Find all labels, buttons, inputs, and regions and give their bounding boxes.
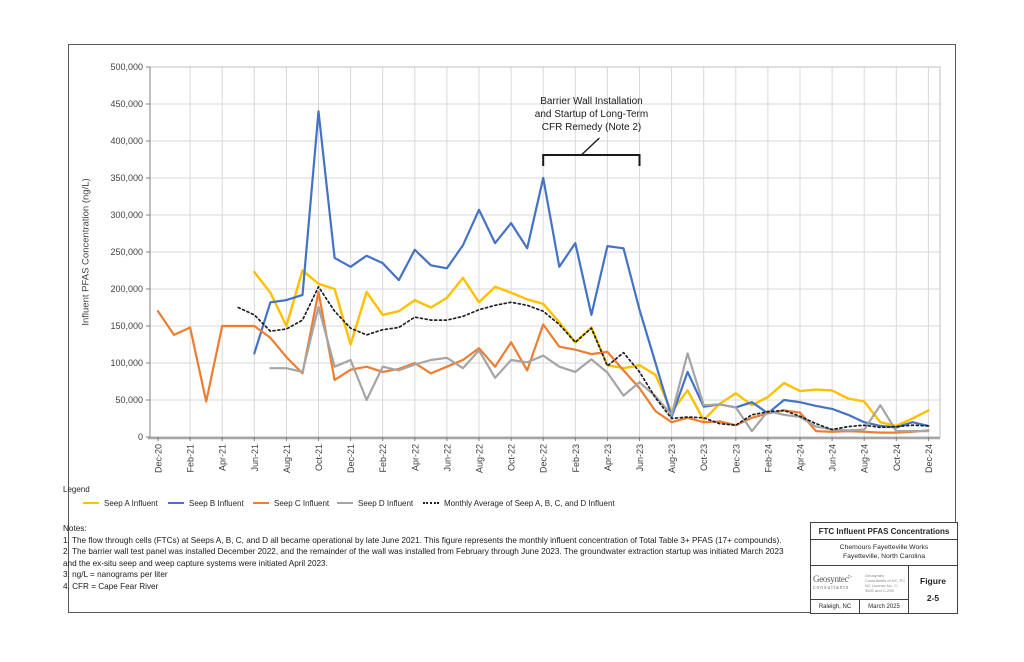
y-tick-label: 0	[138, 432, 143, 442]
note-line: 3. ng/L = nanograms per liter	[63, 570, 168, 579]
x-tick-label: Aug-24	[860, 444, 870, 473]
line-swatch	[337, 502, 353, 504]
x-tick-label: Feb-24	[763, 444, 773, 473]
line-swatch	[253, 502, 269, 504]
notes-title: Notes:	[63, 524, 87, 533]
client-location: Fayetteville, North Carolina	[843, 553, 925, 560]
series-monthly-average-of-seep-a-b-c-and-d-influent	[237, 285, 930, 431]
y-tick-label: 300,000	[110, 210, 143, 220]
annotation-line: Barrier Wall Installation	[540, 96, 643, 107]
legend-item-label: Seep B Influent	[189, 499, 244, 508]
x-tick-label: Jun-23	[635, 444, 645, 472]
legend-item-seep-d-influent: Seep D Influent	[337, 499, 413, 508]
x-tick-label: Aug-23	[667, 444, 677, 473]
legend-item-label: Seep C Influent	[274, 499, 330, 508]
y-tick-label: 100,000	[110, 358, 143, 368]
legend-item-label: Seep D Influent	[358, 499, 414, 508]
series-seep-a-influent	[253, 269, 930, 428]
x-tick-label: Feb-23	[571, 444, 581, 473]
annotation-connector	[580, 137, 600, 156]
license-text: Geosyntec Consultants of NC, PC NC Licen…	[865, 572, 906, 593]
x-tick-label: Oct-24	[892, 444, 902, 471]
legend-item-label: Monthly Average of Seep A, B, C, and D I…	[444, 499, 615, 508]
y-tick-label: 250,000	[110, 247, 143, 257]
pfas-trend-chart: 0 50,000 100,000 150,000 200,000 250,000 300,0…	[110, 62, 941, 473]
y-tick-label: 350,000	[110, 173, 143, 183]
x-tick-label: Apr-21	[218, 444, 228, 471]
annotation-line: CFR Remedy (Note 2)	[541, 122, 642, 133]
series-seep-b-influent	[253, 110, 930, 429]
note-line: and the ex-situ seep and weep capture sy…	[63, 558, 328, 568]
x-tick-label: Aug-22	[475, 444, 485, 473]
annotation-bracket	[542, 154, 641, 166]
y-tick-label: 500,000	[110, 62, 143, 72]
note-line: 1. The flow through cells (FTCs) at Seep…	[63, 535, 782, 545]
series-seep-c-influent	[156, 290, 930, 434]
legend-item-seep-c-influent: Seep C Influent	[253, 499, 329, 508]
notes-lines: 1. The flow through cells (FTCs) at Seep…	[63, 535, 808, 593]
x-tick-label: Oct-23	[699, 444, 709, 471]
x-tick-label: Apr-22	[410, 444, 420, 471]
figure-border	[68, 44, 956, 613]
note-line: 4. CFR = Cape Fear River	[63, 581, 159, 591]
figure-label: Figure	[920, 575, 946, 586]
x-tick-label: Feb-22	[378, 444, 388, 473]
figure-date: March 2025	[868, 603, 900, 610]
title-block-bottom: Geosyntec▷ consultants Geosyntec Consult…	[811, 566, 957, 613]
x-tick-label: Dec-23	[731, 444, 741, 473]
y-tick-label: 200,000	[110, 284, 143, 294]
y-tick-label: 450,000	[110, 99, 143, 109]
legend-item-seep-b-influent: Seep B Influent	[168, 499, 244, 508]
geosyntec-logo: Geosyntec▷ consultants	[813, 574, 853, 591]
series-seep-d-influent	[269, 305, 930, 433]
figure-number-cell: Figure 2-5	[909, 566, 957, 613]
x-tick-label: Dec-24	[924, 444, 934, 473]
figure-number: 2-5	[926, 593, 940, 604]
title-block: FTC Influent PFAS Concentrations Chemour…	[810, 522, 958, 614]
client-name: Chemours Fayetteville Works	[839, 544, 929, 551]
x-tick-label: Apr-23	[603, 444, 613, 471]
x-tick-label: Jun-22	[442, 444, 452, 472]
notes-block: Notes: 1. The flow through cells (FTCs) …	[63, 523, 808, 592]
x-tick-label: Oct-22	[507, 444, 517, 471]
x-tick-label: Feb-21	[186, 444, 196, 473]
y-tick-label: 50,000	[115, 395, 143, 405]
logo-triangle-icon: ▷	[848, 574, 853, 580]
x-tick-label: Dec-20	[154, 444, 164, 473]
x-tick-label: Dec-22	[539, 444, 549, 473]
x-tick-label: Dec-21	[346, 444, 356, 473]
line-swatch	[83, 502, 99, 504]
y-tick-label: 400,000	[110, 136, 143, 146]
x-tick-label: Oct-21	[314, 444, 324, 471]
x-tick-label: Jun-24	[828, 444, 838, 472]
line-swatch	[168, 502, 184, 504]
x-tick-label: Jun-21	[250, 444, 260, 472]
chart-legend: Legend Seep A Influent Seep B Influent See…	[63, 485, 643, 517]
office-city: Raleigh, NC	[811, 600, 860, 613]
dotted-line-swatch	[423, 502, 439, 504]
annotation-line: and Startup of Long-Term	[534, 109, 649, 120]
y-tick-label: 150,000	[110, 321, 143, 331]
x-tick-label: Apr-24	[796, 444, 806, 471]
legend-item-monthly-average-of-seep-a-b-c-and-d-influent: Monthly Average of Seep A, B, C, and D I…	[423, 499, 615, 508]
legend-item-label: Seep A Influent	[104, 499, 158, 508]
note-line: 2. The barrier wall test panel was insta…	[63, 547, 784, 556]
legend-title: Legend	[63, 485, 90, 494]
client-info: Chemours Fayetteville Works Fayetteville…	[811, 540, 957, 566]
x-tick-label: Aug-21	[282, 444, 292, 473]
figure-title: FTC Influent PFAS Concentrations	[811, 523, 957, 540]
legend-item-seep-a-influent: Seep A Influent	[83, 499, 158, 508]
barrier-wall-annotation: Barrier Wall Installation and Startup of…	[484, 95, 699, 134]
